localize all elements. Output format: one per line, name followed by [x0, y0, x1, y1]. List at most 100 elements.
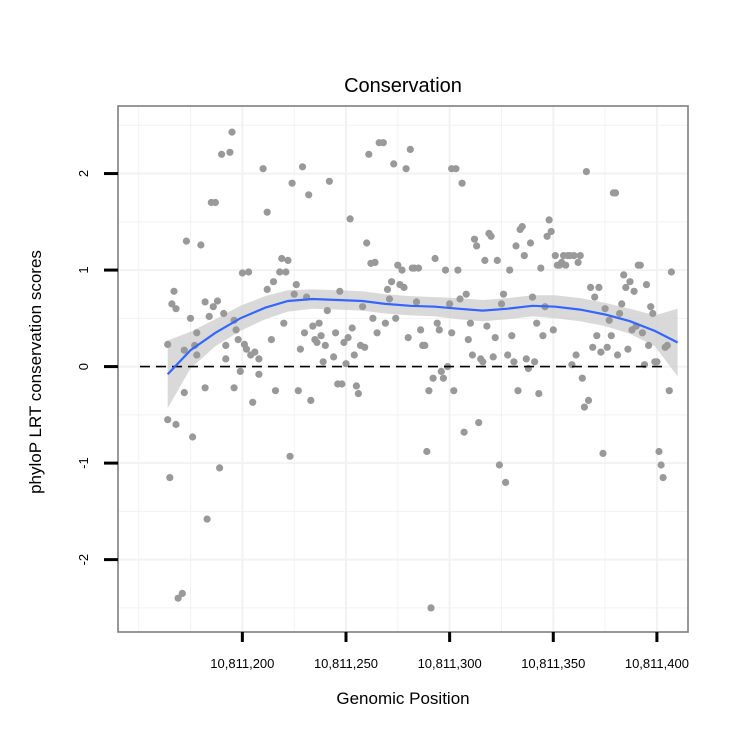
data-point: [201, 298, 209, 306]
data-point: [245, 268, 253, 276]
data-point: [593, 332, 601, 340]
data-point: [439, 374, 447, 382]
y-tick-label: 1: [76, 266, 91, 273]
data-point: [383, 285, 392, 293]
data-point: [390, 160, 398, 168]
data-point: [319, 358, 327, 366]
data-point: [218, 150, 226, 158]
data-point: [348, 324, 356, 332]
data-point: [433, 319, 441, 327]
x-tick-label: 10,811,400: [625, 656, 689, 671]
data-point: [340, 338, 348, 347]
data-point: [232, 326, 240, 334]
data-point: [201, 384, 209, 392]
data-point: [450, 387, 458, 395]
data-point: [298, 163, 307, 171]
data-point: [263, 285, 271, 293]
data-point: [510, 358, 518, 366]
data-point: [491, 334, 499, 342]
data-point: [551, 252, 559, 260]
data-point: [655, 447, 663, 456]
data-point: [164, 416, 172, 424]
data-point: [226, 148, 234, 156]
data-point: [468, 351, 476, 359]
data-point: [580, 403, 589, 411]
data-point: [659, 474, 667, 482]
data-point: [313, 338, 321, 347]
data-point: [473, 242, 481, 250]
data-point: [180, 346, 188, 354]
data-point: [278, 254, 286, 263]
data-point: [392, 314, 400, 322]
data-point: [222, 355, 230, 363]
data-point: [537, 264, 545, 272]
data-point: [271, 387, 280, 395]
data-point: [280, 319, 288, 327]
data-point: [543, 232, 551, 240]
data-point: [263, 208, 271, 216]
data-point: [518, 223, 526, 231]
data-point: [300, 329, 309, 337]
data-point: [234, 336, 242, 344]
data-point: [512, 242, 520, 250]
data-point: [462, 290, 470, 298]
data-point: [174, 594, 182, 602]
data-point: [599, 449, 607, 457]
data-point: [452, 165, 460, 173]
data-point: [618, 300, 626, 308]
data-point: [284, 256, 292, 264]
data-point: [483, 322, 491, 330]
data-point: [406, 145, 414, 153]
data-point: [305, 191, 313, 199]
data-point: [369, 314, 377, 322]
data-point: [645, 341, 653, 349]
data-point: [576, 252, 584, 260]
data-point: [205, 312, 213, 320]
data-point: [574, 258, 582, 266]
data-point: [363, 239, 371, 247]
data-point: [423, 447, 431, 456]
data-point: [255, 370, 263, 378]
data-point: [487, 232, 495, 240]
data-point: [522, 355, 530, 363]
data-point: [591, 293, 599, 301]
data-point: [624, 345, 632, 353]
data-point: [441, 266, 450, 274]
data-point: [346, 215, 354, 223]
data-point: [385, 295, 394, 303]
data-point: [172, 420, 180, 429]
data-point: [259, 165, 267, 173]
data-point: [479, 358, 487, 366]
data-point: [189, 433, 197, 441]
data-point: [216, 464, 224, 472]
data-point: [288, 179, 296, 187]
data-point: [282, 268, 290, 276]
data-point: [236, 367, 244, 375]
data-point: [417, 326, 425, 334]
data-point: [178, 589, 186, 598]
data-point: [296, 345, 304, 353]
data-point: [616, 309, 624, 318]
data-point: [230, 384, 238, 392]
data-point: [180, 389, 188, 397]
data-point: [193, 351, 201, 359]
data-point: [166, 474, 174, 482]
data-point: [164, 340, 172, 348]
data-point: [454, 266, 462, 274]
data-point: [464, 336, 472, 344]
data-point: [317, 332, 325, 340]
data-point: [290, 290, 298, 298]
data-point: [508, 332, 516, 340]
data-point: [213, 297, 222, 305]
data-point: [414, 264, 423, 272]
data-point: [170, 287, 178, 295]
data-point: [365, 150, 373, 158]
data-point: [398, 266, 406, 274]
data-point: [533, 319, 541, 327]
data-point: [276, 268, 284, 276]
data-point: [309, 322, 317, 330]
data-point: [307, 396, 315, 404]
data-point: [611, 189, 620, 197]
data-point: [197, 241, 205, 249]
data-point: [344, 334, 352, 342]
